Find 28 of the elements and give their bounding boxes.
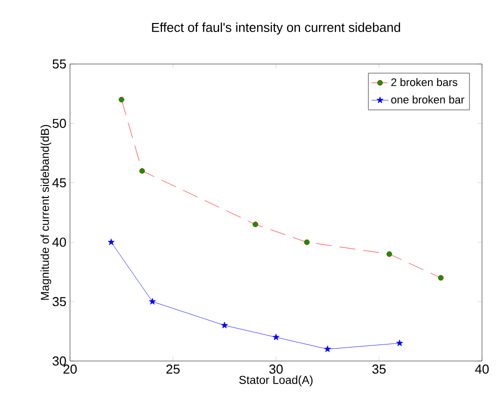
y-tick-label: 55 [52, 59, 66, 69]
x-tick-label: 25 [166, 364, 180, 374]
legend-label: 2 broken bars [391, 78, 458, 86]
x-axis-title: Stator Load(A) [239, 376, 313, 386]
point [139, 168, 145, 174]
point [108, 238, 115, 246]
y-tick-label: 35 [52, 297, 66, 306]
point [118, 96, 124, 102]
point [252, 222, 258, 228]
point [438, 275, 444, 281]
x-tick-label: 20 [63, 364, 77, 374]
point [148, 298, 156, 305]
y-tick-label: 50 [52, 118, 66, 128]
y-tick-label: 40 [52, 238, 66, 247]
y-tick-label: 30 [52, 356, 66, 366]
legend-label: one broken bar [391, 96, 464, 104]
point [396, 340, 404, 346]
point [386, 251, 392, 257]
point [324, 346, 331, 352]
point [304, 239, 310, 245]
x-tick-label: 40 [475, 364, 489, 374]
point [221, 322, 228, 328]
y-tick-label: 45 [52, 178, 66, 188]
x-tick-label: 35 [372, 364, 386, 374]
x-tick-label: 30 [269, 364, 283, 374]
y-axis-title: Magnitude of current sideband(dB) [40, 125, 52, 300]
point [272, 334, 280, 340]
chart-title: Effect of faul's intensity on current sideband [152, 22, 400, 35]
